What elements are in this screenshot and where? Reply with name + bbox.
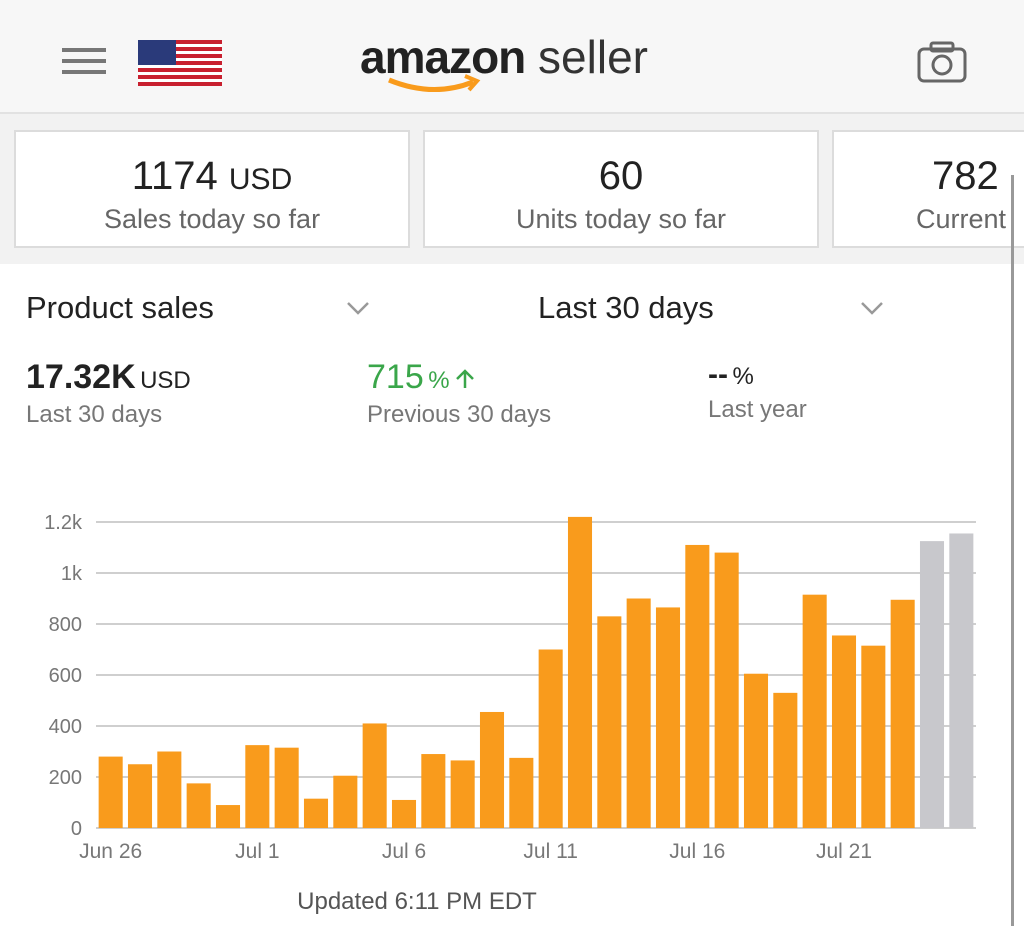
bar xyxy=(333,775,358,828)
bar xyxy=(391,799,417,828)
bar xyxy=(890,599,915,828)
logo-light: seller xyxy=(538,31,648,83)
y-tick-label: 1k xyxy=(61,563,83,585)
kpi-value: 782 xyxy=(932,154,999,198)
bar xyxy=(949,533,974,828)
bar xyxy=(215,805,241,828)
bar xyxy=(831,635,857,828)
kpi-label: Units today so far xyxy=(515,204,727,234)
summary-item: -- % Last year xyxy=(708,358,807,424)
bar xyxy=(538,649,563,828)
bar xyxy=(450,760,475,828)
x-tick-label: Jul 6 xyxy=(382,840,426,863)
bar xyxy=(186,783,211,828)
kpi-label: Current xyxy=(916,204,1007,234)
summary-value: 715 xyxy=(367,358,424,396)
kpi-card[interactable]: 782 Current xyxy=(832,130,1024,248)
summary-label: Last 30 days xyxy=(26,401,163,428)
kpi-value: 60 xyxy=(598,154,644,198)
summary-value: -- xyxy=(708,358,728,391)
summary-label: Last year xyxy=(708,396,807,423)
bar xyxy=(362,723,387,828)
sales-chart: 0 200 400 600 800 1k 1.2k Jun 26 Jul 1 Jul 6 Jul 1… xyxy=(44,512,976,863)
summary-unit: % xyxy=(732,363,754,390)
scrollbar xyxy=(1011,175,1014,926)
bar xyxy=(509,757,534,828)
flag-icon[interactable] xyxy=(138,40,222,86)
summary-unit: % xyxy=(428,367,450,394)
camera-icon[interactable] xyxy=(916,40,968,84)
x-tick-label: Jul 21 xyxy=(816,840,872,863)
top-bar: amazon seller xyxy=(0,0,1024,114)
logo-bold: amazon xyxy=(360,31,526,83)
bar xyxy=(919,541,945,828)
x-tick-label: Jun 26 xyxy=(79,840,142,863)
bar xyxy=(245,745,270,828)
bar xyxy=(567,516,593,828)
kpi-card[interactable]: 60 Units today so far xyxy=(423,130,819,248)
summary-value: 17.32K xyxy=(26,358,136,396)
bar xyxy=(861,645,886,828)
bar xyxy=(479,711,505,828)
y-tick-label: 0 xyxy=(71,818,82,840)
bar xyxy=(743,673,769,828)
up-arrow xyxy=(456,369,474,388)
summary-label: Previous 30 days xyxy=(367,401,552,428)
summary-item: 17.32K USD Last 30 days xyxy=(26,358,191,429)
bar xyxy=(98,756,123,828)
menu-icon[interactable] xyxy=(60,44,110,78)
bar xyxy=(157,751,182,828)
logo: amazon seller xyxy=(360,30,648,84)
kpi-card[interactable]: 1174 USD Sales today so far xyxy=(14,130,410,248)
chevron xyxy=(347,302,369,315)
x-tick-label: Jul 11 xyxy=(523,840,577,863)
x-tick-label: Jul 16 xyxy=(669,840,725,863)
bar xyxy=(303,798,329,828)
period-dropdown[interactable]: Last 30 days xyxy=(538,290,714,325)
bar xyxy=(274,747,299,828)
y-tick-label: 400 xyxy=(49,716,82,738)
bar xyxy=(626,598,651,828)
summary-unit: USD xyxy=(140,367,191,394)
kpi-strip: 1174 USD Sales today so far 60 Units tod… xyxy=(0,114,1024,264)
bar xyxy=(421,754,446,828)
y-tick-label: 1.2k xyxy=(44,512,83,534)
y-tick-label: 800 xyxy=(49,614,82,636)
bar xyxy=(773,692,798,828)
kpi-label: Sales today so far xyxy=(103,204,321,234)
y-tick-label: 600 xyxy=(49,665,82,687)
bar xyxy=(802,594,827,828)
y-tick-label: 200 xyxy=(49,767,82,789)
bar xyxy=(127,764,153,828)
kpi-unit: USD xyxy=(228,163,293,196)
x-tick-label: Jul 1 xyxy=(235,840,279,863)
chevron xyxy=(861,302,883,315)
logo-smile xyxy=(388,74,481,92)
summary-item: 715 % Previous 30 days xyxy=(367,358,551,429)
bar xyxy=(655,607,681,828)
kpi-value: 1174 xyxy=(131,154,218,198)
bar xyxy=(714,552,739,828)
bar xyxy=(597,616,622,828)
bar xyxy=(685,544,710,828)
updated-note: Updated 6:11 PM EDT xyxy=(297,888,537,915)
metric-dropdown[interactable]: Product sales xyxy=(26,290,214,325)
